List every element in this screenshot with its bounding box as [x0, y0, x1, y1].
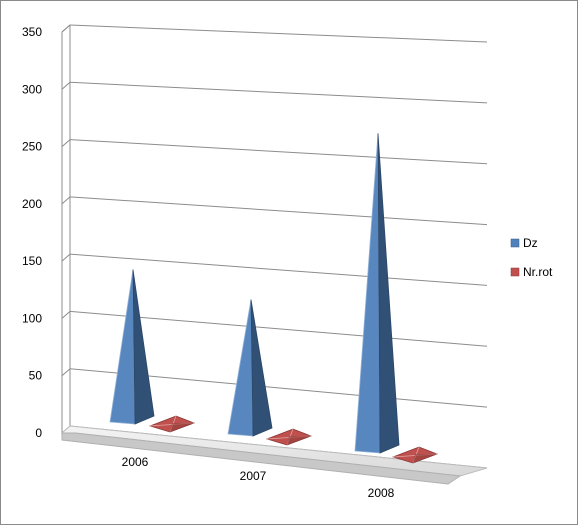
bar-nrrot-2007 [265, 428, 313, 446]
gridline-left [61, 311, 71, 319]
y-tick-label: 200 [22, 197, 42, 211]
y-tick-label: 150 [22, 254, 42, 268]
bar-nrrot-2006 [148, 415, 196, 433]
bar-nrrot-2008 [391, 446, 439, 464]
floor-edge [61, 432, 462, 485]
bar-dz-2007 [227, 299, 273, 437]
x-axis-ticks: 2006 2007 2008 [122, 455, 395, 500]
gridline [69, 139, 488, 165]
bar-dz-2006 [109, 269, 155, 425]
legend-swatch [510, 238, 520, 248]
y-tick-label: 0 [35, 426, 42, 440]
pyramid-front-face [109, 269, 136, 425]
y-tick-label: 50 [29, 369, 43, 383]
y-tick-label: 250 [22, 140, 42, 154]
pyramid-front-face [227, 299, 254, 437]
gridline-left [61, 139, 71, 147]
y-axis-ticks: 0 50 100 150 200 250 300 350 [22, 25, 42, 440]
x-tick-label: 2008 [368, 486, 395, 500]
legend-label: Nr.rot [523, 265, 553, 279]
bar-dz-2008 [354, 133, 400, 454]
gridline-left [61, 253, 71, 262]
data-marks [109, 133, 439, 464]
gridline-left [61, 24, 71, 33]
x-tick-label: 2007 [240, 469, 267, 483]
gridline [69, 253, 488, 286]
y-tick-label: 300 [22, 82, 42, 96]
legend-label: Dz [523, 236, 538, 250]
legend-item-dz: Dz [510, 236, 538, 250]
small-pyramid-side [413, 453, 437, 463]
gridline-left [61, 81, 71, 90]
x-tick-label: 2006 [122, 455, 149, 469]
legend-swatch [510, 267, 520, 277]
y-tick-label: 100 [22, 311, 42, 325]
y-tick-label: 350 [22, 25, 42, 39]
pyramid-side-face [132, 269, 155, 425]
gridline [69, 196, 488, 226]
small-pyramid-side [287, 435, 311, 445]
legend: Dz Nr.rot [510, 236, 553, 279]
gridline [69, 24, 488, 43]
small-pyramid-side [170, 422, 194, 432]
pyramid-front-face [354, 133, 381, 454]
gridline-left [61, 368, 71, 377]
legend-item-nr-rot: Nr.rot [510, 265, 553, 279]
gridline-left [61, 196, 71, 205]
gridline [69, 81, 488, 104]
pyramid-side-face [377, 133, 400, 454]
pyramid-side-face [250, 299, 273, 437]
